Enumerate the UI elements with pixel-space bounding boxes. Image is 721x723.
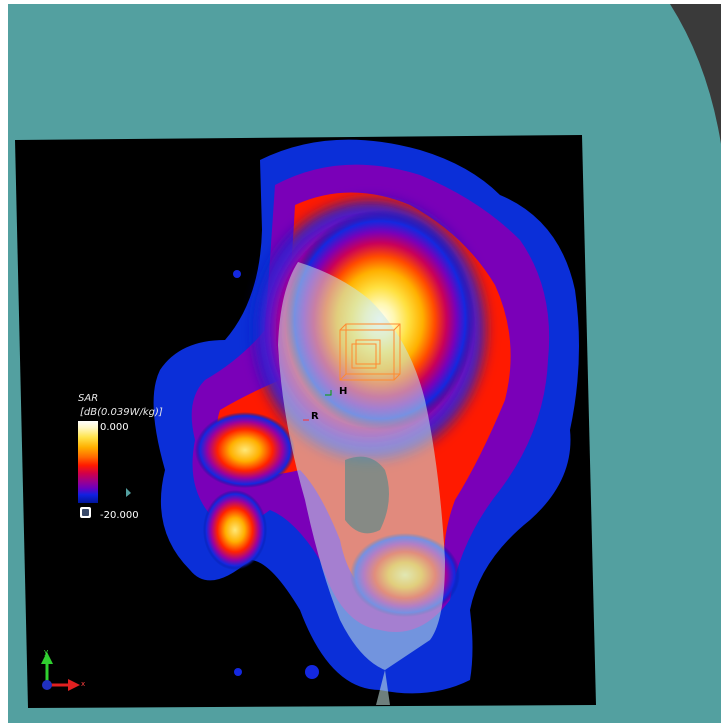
marker-label-r: R (311, 411, 319, 422)
sar-secondary-hotspot-lower-left (203, 490, 267, 570)
axis-x-label: x (81, 680, 86, 688)
legend-max-label: 0.000 (100, 422, 129, 433)
legend-toggle-icon[interactable] (80, 507, 91, 518)
axis-triad (41, 652, 80, 691)
sar-secondary-hotspot-left (195, 412, 295, 488)
legend-color-bar (78, 421, 98, 503)
legend-min-label: -20.000 (100, 510, 139, 521)
legend-title: SAR (78, 393, 99, 404)
axis-y-label: y (44, 648, 49, 656)
marker-label-h: H (339, 386, 348, 397)
axis-labels: y x (36, 648, 96, 698)
measurement-cube (339, 323, 401, 381)
colorbar-legend: SAR [dB(0.039W/kg)] 0.000 -20.000 (78, 393, 218, 523)
legend-unit: [dB(0.039W/kg)] (80, 407, 163, 418)
phantom-shell-edge (670, 4, 721, 144)
